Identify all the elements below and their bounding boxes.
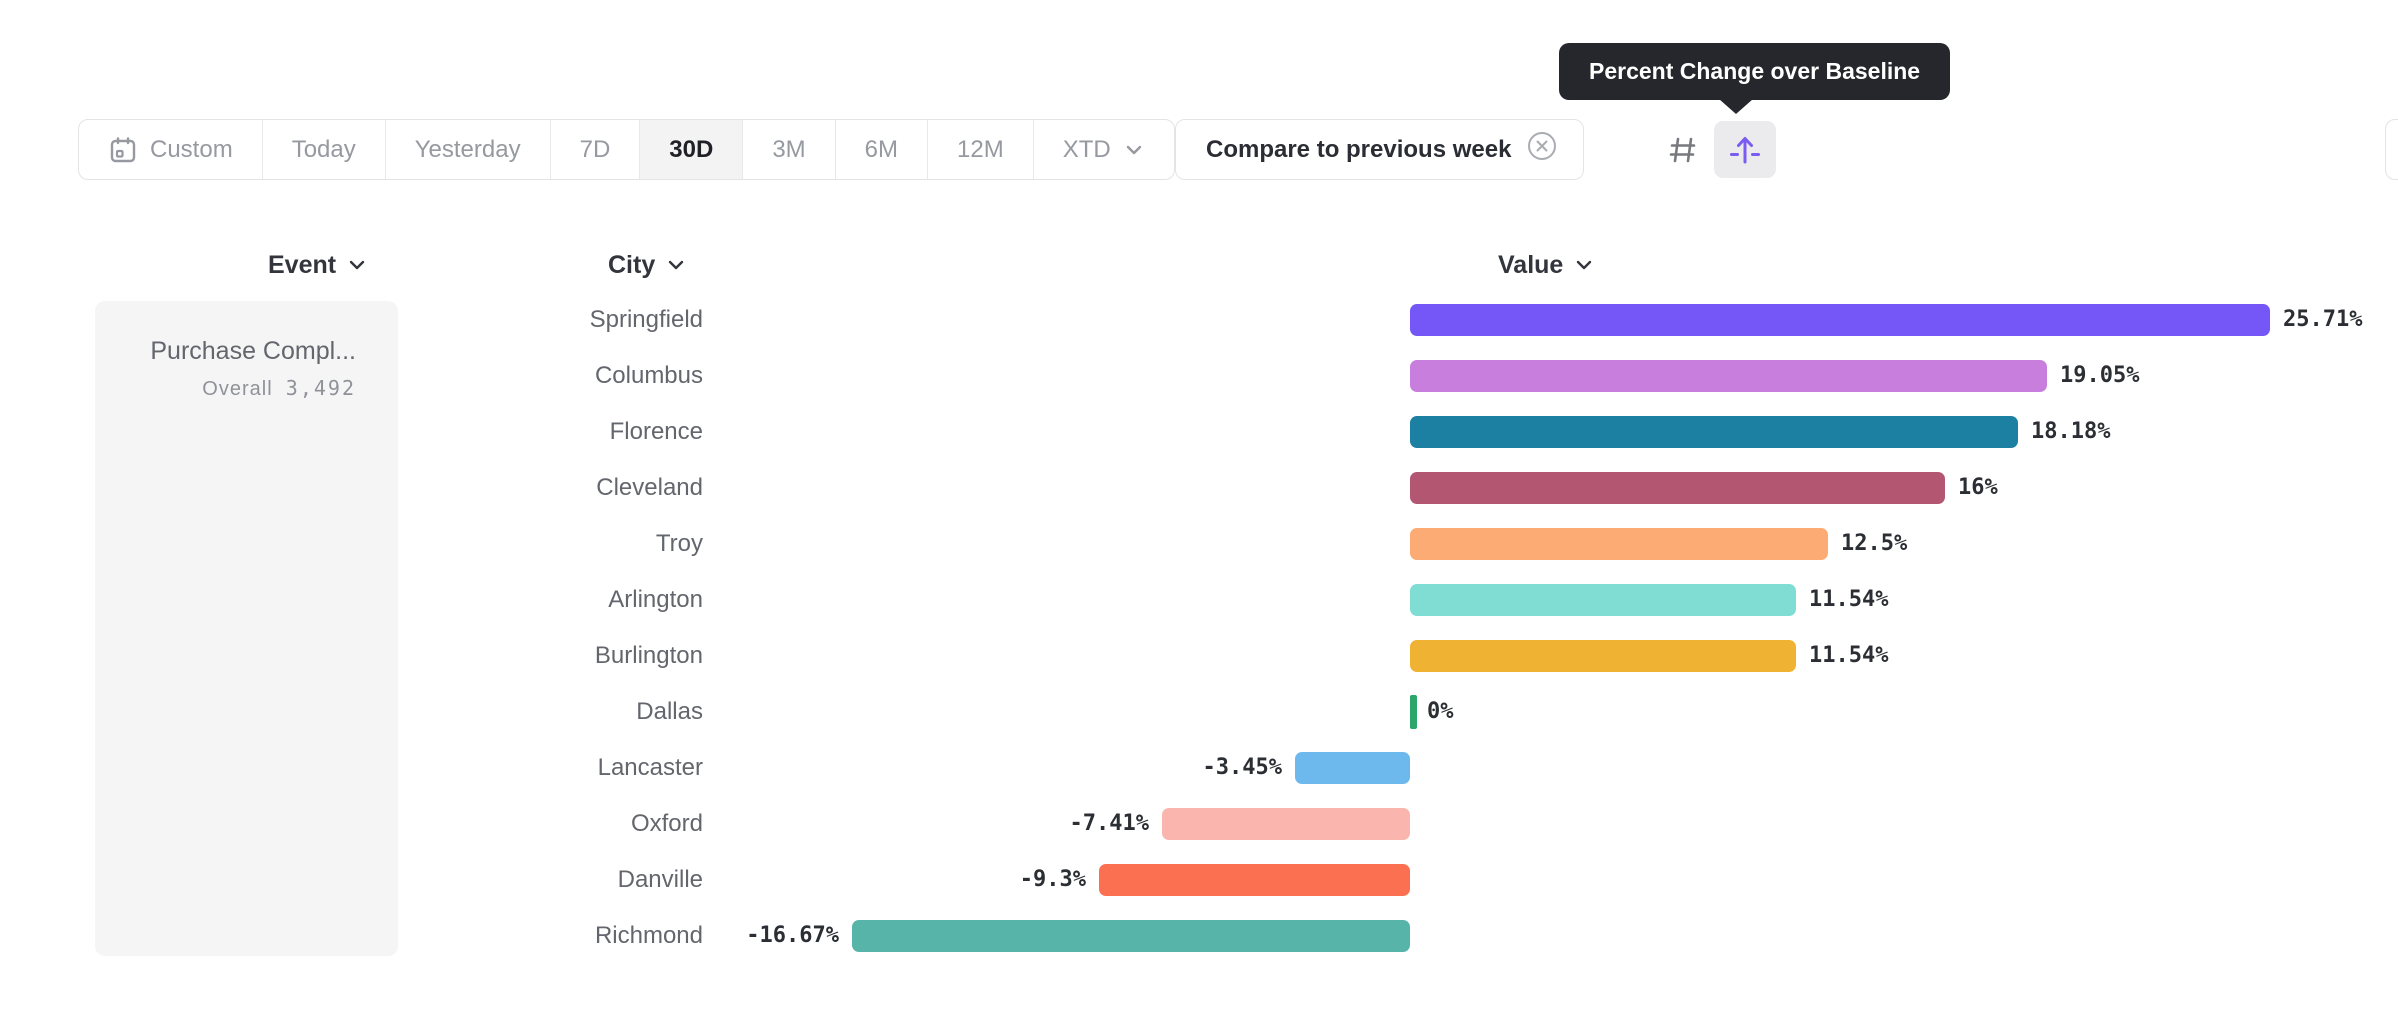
value-bar[interactable] — [1162, 808, 1410, 840]
chart-row: Springfield 25.71% — [0, 292, 2398, 348]
date-range-label: 7D — [579, 135, 611, 163]
value-label: 0% — [1427, 699, 1454, 724]
date-range-label: 30D — [669, 135, 714, 163]
value-bar[interactable] — [852, 920, 1410, 952]
city-label: Lancaster — [597, 754, 703, 781]
event-name: Purchase Compl... — [150, 337, 356, 365]
chart-row: Richmond -16.67% — [0, 908, 2398, 964]
chart-row: Arlington 11.54% — [0, 572, 2398, 628]
chart-row: Oxford -7.41% — [0, 796, 2398, 852]
chart-row: Cleveland 16% — [0, 460, 2398, 516]
date-range-6m[interactable]: 6M — [836, 120, 928, 179]
chart-row: Dallas 0% — [0, 684, 2398, 740]
value-bar[interactable] — [1295, 752, 1410, 784]
view-toggle-group — [1652, 121, 1776, 178]
city-label: Burlington — [594, 642, 703, 669]
date-range-custom[interactable]: Custom — [79, 120, 263, 179]
event-panel[interactable]: Purchase Compl... Overall 3,492 — [95, 301, 398, 956]
value-label: 11.54% — [1809, 587, 1889, 612]
value-label: 11.54% — [1809, 643, 1889, 668]
date-range-12m[interactable]: 12M — [928, 120, 1034, 179]
city-label: Florence — [609, 418, 703, 445]
event-overall-value: 3,492 — [285, 376, 356, 400]
event-overall: Overall 3,492 — [202, 376, 356, 401]
city-label: Dallas — [636, 698, 703, 725]
date-range-label: Custom — [150, 135, 233, 163]
calendar-icon — [108, 135, 138, 165]
city-label: Richmond — [594, 922, 703, 949]
tooltip-caret — [1719, 99, 1753, 114]
compare-chip[interactable]: Compare to previous week — [1175, 119, 1585, 180]
value-bar[interactable] — [1410, 360, 2047, 392]
bar-chart: Springfield 25.71% Columbus 19.05% Florence 1… — [0, 292, 2398, 972]
date-range-label: Yesterday — [414, 135, 521, 163]
value-label: -7.41% — [1069, 811, 1149, 836]
date-range-3m[interactable]: 3M — [743, 120, 836, 179]
chevron-down-icon — [1123, 139, 1145, 161]
date-range-control: Custom Today Yesterday 7D 30D 3M 6M 12M XTD — [78, 119, 1175, 180]
compare-chip-label: Compare to previous week — [1206, 135, 1512, 163]
value-bar[interactable] — [1410, 416, 2018, 448]
date-range-7d[interactable]: 7D — [551, 120, 641, 179]
city-label: Columbus — [594, 362, 703, 389]
date-range-xtd[interactable]: XTD — [1034, 120, 1174, 179]
tooltip-text: Percent Change over Baseline — [1589, 58, 1921, 84]
column-header-value-label: Value — [1498, 250, 1564, 279]
value-label: -9.3% — [1019, 867, 1086, 892]
chevron-down-icon — [669, 260, 684, 270]
city-label: Springfield — [589, 306, 703, 333]
remove-circle-icon[interactable] — [1527, 131, 1557, 168]
chart-row: Troy 12.5% — [0, 516, 2398, 572]
clipped-button-edge[interactable] — [2385, 119, 2398, 180]
value-label: 16% — [1958, 475, 1998, 500]
arrow-up-baseline-icon[interactable] — [1714, 121, 1776, 178]
date-range-today[interactable]: Today — [263, 120, 386, 179]
date-range-30d[interactable]: 30D — [640, 120, 744, 179]
chart-row: Danville -9.3% — [0, 852, 2398, 908]
city-label: Danville — [617, 866, 703, 893]
chart-row: Lancaster -3.45% — [0, 740, 2398, 796]
column-header-event[interactable]: Event — [268, 248, 368, 282]
chart-row: Columbus 19.05% — [0, 348, 2398, 404]
value-bar[interactable] — [1410, 528, 1828, 560]
value-bar[interactable] — [1410, 472, 1945, 504]
value-label: 18.18% — [2031, 419, 2111, 444]
value-bar[interactable] — [1410, 584, 1796, 616]
value-label: -3.45% — [1202, 755, 1282, 780]
value-bar[interactable] — [1410, 640, 1796, 672]
city-label: Troy — [655, 530, 703, 557]
value-label: 12.5% — [1841, 531, 1908, 556]
event-overall-label: Overall — [202, 378, 273, 400]
value-bar[interactable] — [1410, 304, 2270, 336]
chart-row: Florence 18.18% — [0, 404, 2398, 460]
date-range-label: Today — [291, 135, 356, 163]
value-label: 25.71% — [2283, 307, 2363, 332]
value-bar[interactable] — [1099, 864, 1410, 896]
value-label: 19.05% — [2060, 363, 2140, 388]
column-header-event-label: Event — [268, 250, 337, 279]
city-label: Cleveland — [596, 474, 703, 501]
value-label: -16.67% — [746, 923, 839, 948]
grid-icon[interactable] — [1652, 121, 1714, 178]
column-header-value[interactable]: Value — [1498, 248, 1595, 282]
tooltip-percent-change: Percent Change over Baseline — [1559, 43, 1951, 114]
column-header-city-label: City — [608, 250, 656, 279]
city-label: Oxford — [630, 810, 703, 837]
date-range-label: 3M — [772, 135, 806, 163]
date-range-label: 12M — [957, 135, 1004, 163]
date-range-yesterday[interactable]: Yesterday — [386, 120, 551, 179]
city-label: Arlington — [608, 586, 703, 613]
date-range-label: XTD — [1062, 135, 1111, 163]
chevron-down-icon — [349, 260, 365, 270]
chart-row: Burlington 11.54% — [0, 628, 2398, 684]
chevron-down-icon — [1577, 260, 1592, 270]
date-range-label: 6M — [864, 135, 898, 163]
column-header-city[interactable]: City — [608, 248, 687, 282]
value-bar[interactable] — [1410, 695, 1417, 729]
